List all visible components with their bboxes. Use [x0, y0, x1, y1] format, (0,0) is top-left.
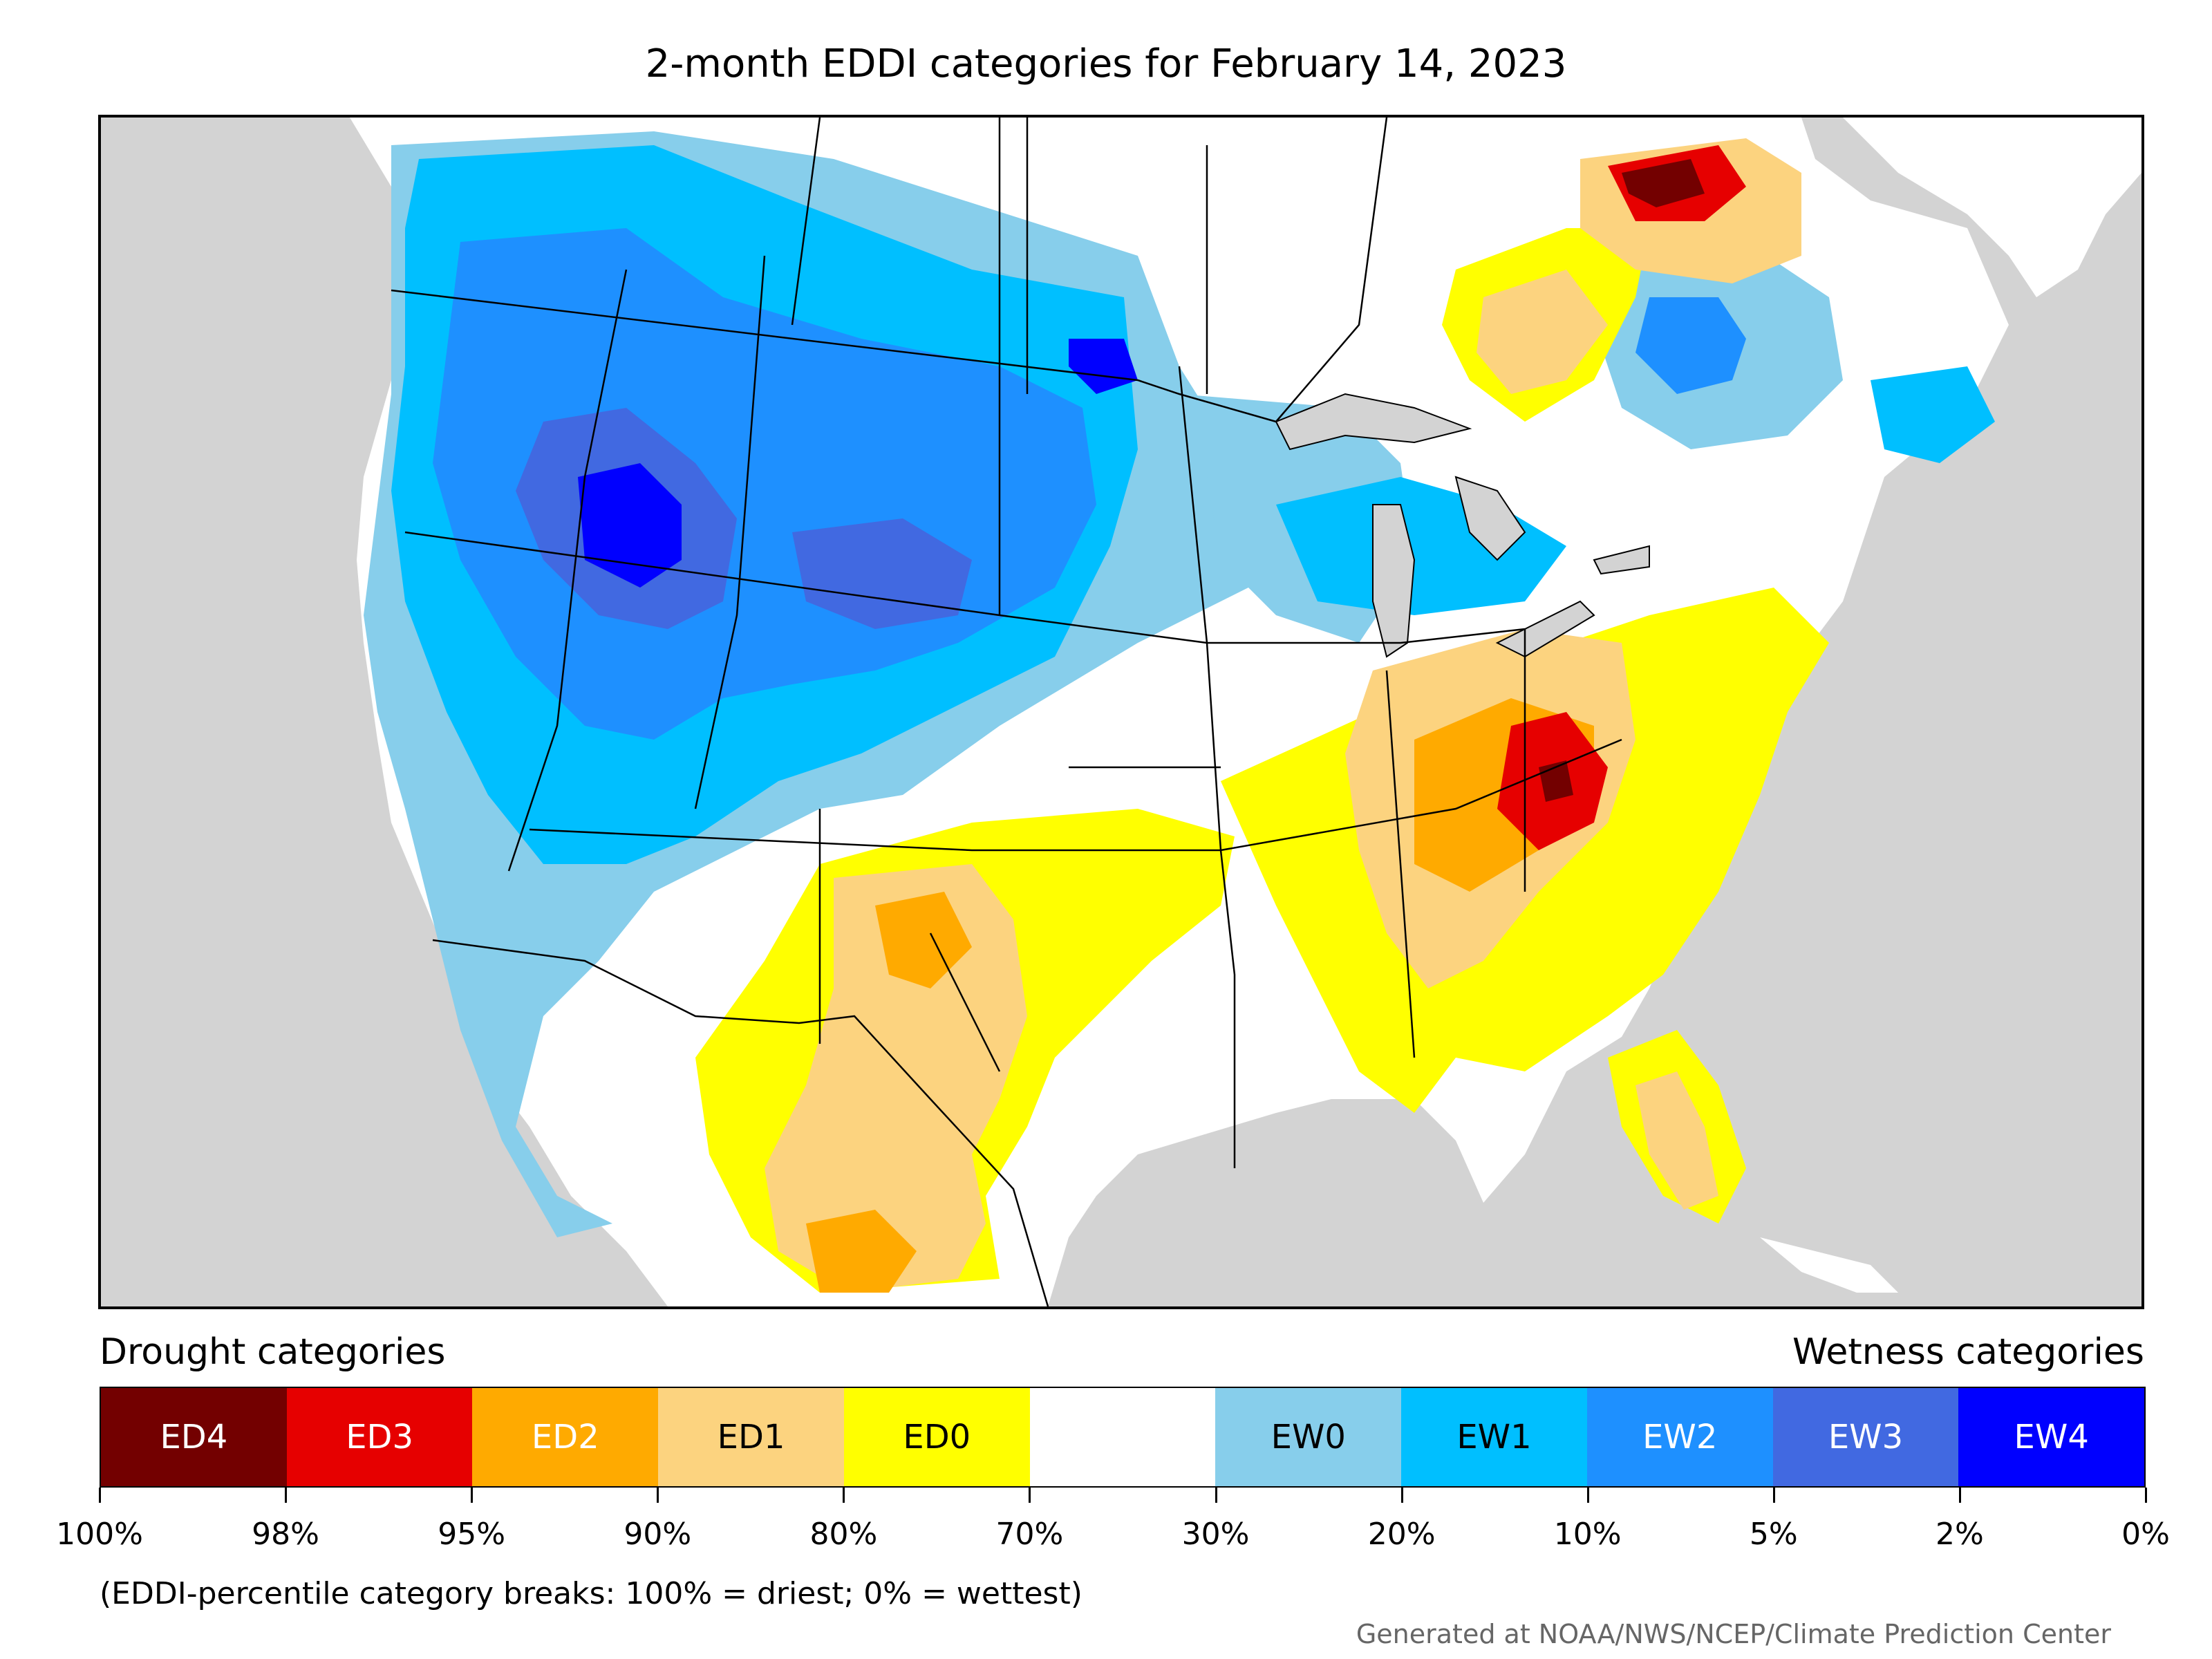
colorbar-segment-ed2: ED2 — [472, 1388, 659, 1486]
ed2-south-texas — [806, 1210, 917, 1293]
eddi-map — [350, 118, 2141, 1306]
colorbar-segment-normal — [1029, 1388, 1216, 1486]
ed2-panhandle — [875, 892, 972, 988]
ew2-quebec — [1635, 297, 1746, 394]
land-northeast — [1843, 118, 2141, 297]
colorbar-tick-label: 70% — [995, 1517, 1064, 1552]
category-colorbar: ED4 ED3 ED2 ED1 ED0 EW0 EW1 EW2 EW3 EW4 — [100, 1387, 2146, 1488]
lake-ontario — [1593, 545, 1650, 575]
canada-line-4 — [1275, 118, 1388, 422]
colorbar-tick-label: 30% — [1181, 1517, 1250, 1552]
ew3-wyoming — [792, 518, 972, 629]
colorbar-tick-label: 2% — [1936, 1517, 1984, 1552]
state-line-11 — [929, 932, 1001, 1072]
category-breaks-note: (EDDI-percentile category breaks: 100% =… — [100, 1576, 1082, 1611]
lake-erie — [1495, 600, 1595, 658]
drought-categories-heading: Drought categories — [100, 1331, 446, 1373]
colorbar-tick — [1772, 1488, 1775, 1503]
colorbar-segment-ed4: ED4 — [101, 1388, 287, 1486]
us-mexico-border — [432, 939, 1049, 1306]
colorbar-tick — [285, 1488, 288, 1503]
great-lakes — [1275, 393, 1650, 658]
colorbar-segment-ew3: EW3 — [1772, 1388, 1959, 1486]
lake-superior — [1275, 393, 1472, 451]
colorbar-segment-ed3: ED3 — [286, 1388, 473, 1486]
colorbar-tick — [1586, 1488, 1589, 1503]
colorbar-tick-label: 10% — [1553, 1517, 1622, 1552]
colorbar-tick — [2145, 1488, 2147, 1503]
ed4-quebec-north — [1622, 159, 1705, 207]
ed1-texas — [765, 864, 1027, 1293]
colorbar-tick-label: 90% — [624, 1517, 692, 1552]
ew1-maine — [1871, 366, 1995, 463]
colorbar-tick-label: 95% — [438, 1517, 506, 1552]
us-canada-border — [391, 289, 1277, 423]
state-line-4 — [694, 255, 766, 809]
colorbar-tick-label: 80% — [809, 1517, 878, 1552]
colorbar-tick — [99, 1488, 101, 1503]
colorbar-tick — [843, 1488, 845, 1503]
colorbar-tick-label: 20% — [1367, 1517, 1436, 1552]
state-line-7 — [1385, 670, 1416, 1058]
ew4-nevada — [578, 463, 682, 588]
colorbar-tick — [657, 1488, 659, 1503]
colorbar-segment-ew2: EW2 — [1586, 1388, 1773, 1486]
ew4-dakota — [1069, 339, 1138, 394]
ed1-ontario — [1477, 270, 1608, 394]
credit-line: Generated at NOAA/NWS/NCEP/Climate Predi… — [1356, 1619, 2111, 1649]
colorbar-segment-ew4: EW4 — [1958, 1388, 2145, 1486]
colorbar-tick — [1958, 1488, 1961, 1503]
lake-huron — [1454, 476, 1526, 561]
colorbar-segment-ed1: ED1 — [658, 1388, 844, 1486]
boundaries — [391, 118, 1622, 1306]
canada-line-1 — [791, 118, 821, 326]
map-frame — [98, 115, 2144, 1309]
ed1-florida — [1635, 1071, 1718, 1210]
colorbar-tick — [1400, 1488, 1403, 1503]
state-line-3 — [507, 269, 628, 872]
wetness-categories-heading: Wetness categories — [1792, 1331, 2144, 1373]
colorbar-tick — [1215, 1488, 1217, 1503]
colorbar-tick — [1029, 1488, 1031, 1503]
colorbar-segment-ew0: EW0 — [1215, 1388, 1402, 1486]
colorbar-tick-label: 98% — [252, 1517, 319, 1552]
colorbar-tick-label: 5% — [1749, 1517, 1798, 1552]
colorbar-tick-label: 0% — [2121, 1517, 2170, 1552]
colorbar-segment-ed0: ED0 — [843, 1388, 1030, 1486]
colorbar-tick-label: 100% — [56, 1517, 143, 1552]
cuba-island — [1760, 1237, 1898, 1293]
colorbar-segment-ew1: EW1 — [1401, 1388, 1587, 1486]
colorbar-tick — [471, 1488, 474, 1503]
baja-peninsula — [509, 988, 647, 1237]
page-title: 2-month EDDI categories for February 14,… — [645, 41, 1567, 86]
state-line-6 — [1178, 366, 1236, 1168]
